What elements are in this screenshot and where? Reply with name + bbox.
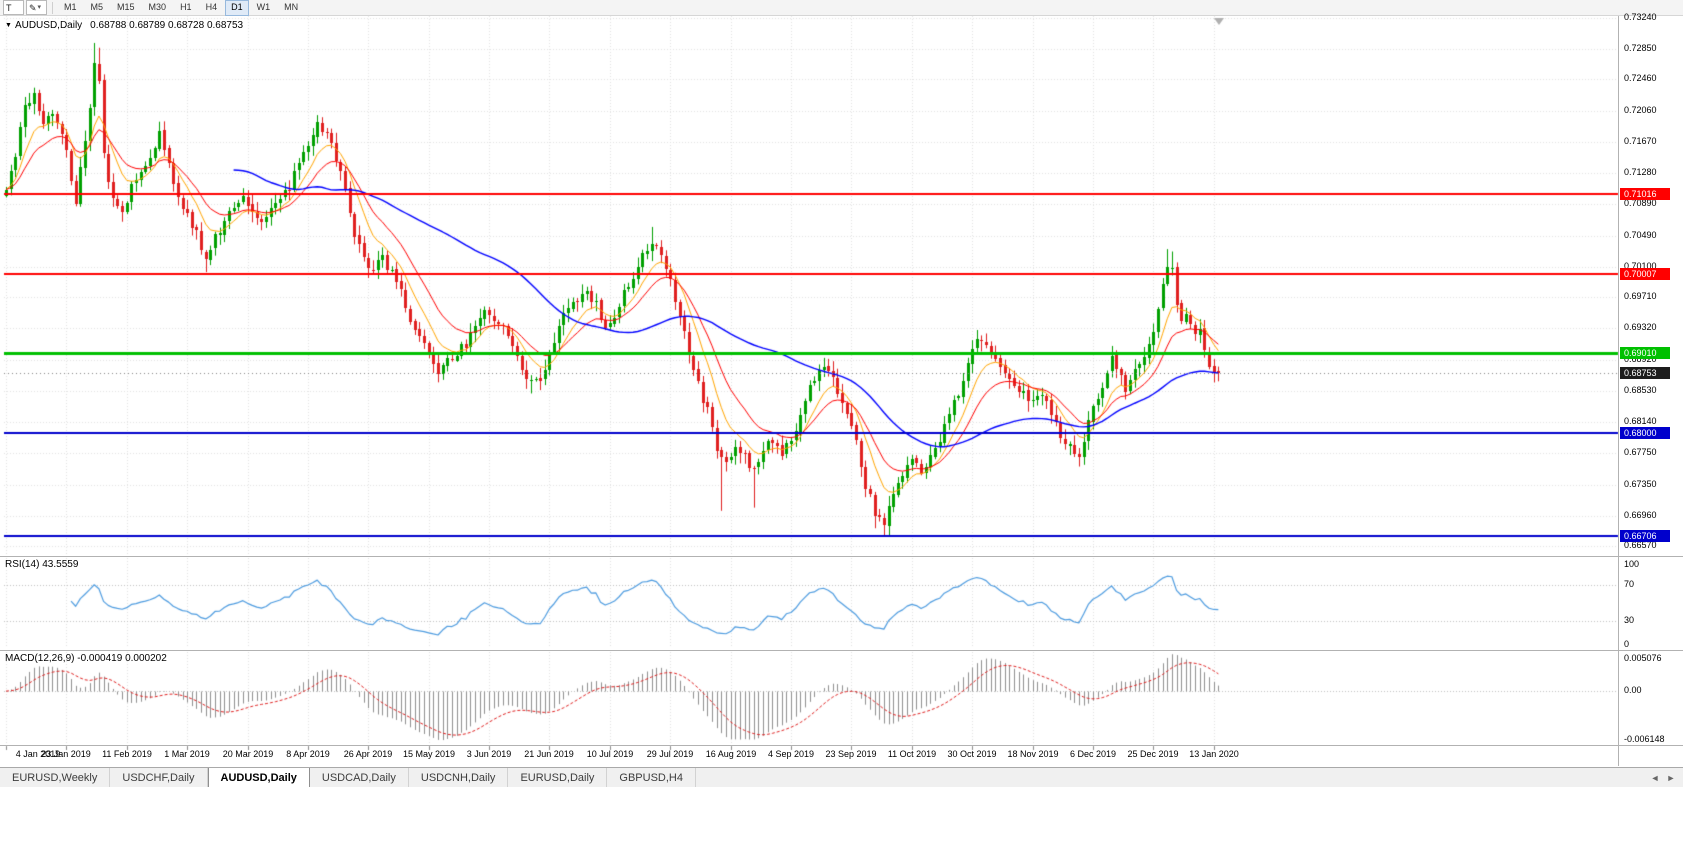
time-axis-label: 20 Mar 2019 (222, 749, 274, 759)
time-axis-label: 18 Nov 2019 (1007, 749, 1059, 759)
text-tool-button[interactable]: T (3, 0, 24, 15)
pencil-icon: ✎ (29, 2, 37, 13)
chart-ohlc-header: ▼ AUDUSD,Daily 0.68788 0.68789 0.68728 0.6… (5, 20, 243, 31)
time-axis-label: 10 Jul 2019 (586, 749, 634, 759)
timeframe-button-H1[interactable]: H1 (180, 1, 192, 12)
price-axis-label: 0.66960 (1624, 510, 1657, 520)
toolbar: T ✎ ▾ M1 M5 M15 M30 H1 H4 D1 W1 MN (0, 0, 1683, 16)
timeframe-button-MN[interactable]: MN (284, 1, 299, 12)
time-axis-label: 30 Oct 2019 (947, 749, 997, 759)
chart-ohlc-values: 0.68788 0.68789 0.68728 0.68753 (90, 20, 244, 31)
price-axis-label: 0.71670 (1624, 136, 1657, 146)
draw-tool-button[interactable]: ✎ ▾ (26, 0, 47, 15)
chart-tab-audusd-daily[interactable]: AUDUSD,Daily (207, 768, 310, 787)
hline-price-badge: 0.66706 (1620, 530, 1670, 542)
price-axis-label: 0.72060 (1624, 105, 1657, 115)
price-axis-label: 0.71280 (1624, 167, 1657, 177)
time-axis-label: 4 Jan 2019 (15, 749, 61, 759)
price-axis-label: 0.67350 (1624, 479, 1657, 489)
time-axis-label: 3 Jun 2019 (466, 749, 512, 759)
price-axis-label: 0.70890 (1624, 198, 1657, 208)
time-axis-label: 13 Jan 2020 (1189, 749, 1239, 759)
timeframe-button-H4[interactable]: H4 (205, 1, 218, 12)
chart-menu-icon: ▼ (5, 22, 12, 29)
hline-price-badge: 0.70007 (1620, 268, 1670, 280)
macd-axis-label: -0.006148 (1624, 734, 1665, 744)
price-axis-border (1618, 16, 1619, 766)
price-axis-label: 0.66570 (1624, 540, 1657, 550)
tab-scroll-arrows: ◄ ► (1647, 768, 1683, 787)
macd-axis-label: 0.00 (1624, 685, 1642, 695)
chart-tab-gbpusd-h4[interactable]: GBPUSD,H4 (607, 768, 696, 787)
price-axis-label: 0.69320 (1624, 322, 1657, 332)
hline-price-badge: 0.68000 (1620, 427, 1670, 439)
time-axis-label: 11 Oct 2019 (887, 749, 937, 759)
price-axis-label: 0.73240 (1624, 12, 1657, 22)
price-axis-label: 0.68920 (1624, 354, 1657, 364)
chart-canvas[interactable] (0, 0, 1683, 767)
rsi-indicator-label: RSI(14) 43.5559 (5, 559, 79, 570)
chart-tab-usdchf-daily[interactable]: USDCHF,Daily (110, 768, 208, 787)
rsi-axis-label: 0 (1624, 639, 1630, 649)
panel-separator-macd-timeaxis (0, 745, 1683, 746)
time-axis-label: 6 Dec 2019 (1069, 749, 1117, 759)
time-axis-label: 29 Jul 2019 (646, 749, 694, 759)
price-axis-label: 0.72850 (1624, 43, 1657, 53)
timeframe-button-D1[interactable]: D1 (225, 0, 249, 16)
timeframe-button-M1[interactable]: M1 (64, 1, 77, 12)
time-axis-label: 16 Aug 2019 (705, 749, 757, 759)
chart-symbol-label: AUDUSD,Daily (14, 20, 83, 31)
chart-tabs-bar: EURUSD,Weekly USDCHF,Daily AUDUSD,Daily USD… (0, 767, 1683, 787)
time-axis-label: 26 Apr 2019 (343, 749, 393, 759)
time-axis-label: 21 Jun 2019 (524, 749, 574, 759)
price-axis-label: 0.67750 (1624, 447, 1657, 457)
chart-tab-usdcad-daily[interactable]: USDCAD,Daily (310, 768, 409, 787)
macd-indicator-label: MACD(12,26,9) -0.000419 0.000202 (5, 653, 167, 664)
toolbar-separator (52, 1, 53, 14)
chart-tab-eurusd-daily[interactable]: EURUSD,Daily (508, 768, 608, 787)
time-axis-label: 15 May 2019 (402, 749, 456, 759)
rsi-axis-label: 30 (1624, 615, 1635, 625)
time-axis-label: 8 Apr 2019 (286, 749, 330, 759)
chart-tab-usdcnh-daily[interactable]: USDCNH,Daily (409, 768, 509, 787)
dropdown-arrow-icon: ▾ (37, 3, 42, 11)
price-axis-label: 0.68140 (1624, 416, 1657, 426)
timeframe-button-M15[interactable]: M15 (117, 1, 135, 12)
time-axis-label: 1 Mar 2019 (164, 749, 210, 759)
rsi-axis-label: 100 (1624, 559, 1640, 569)
time-axis-label: 25 Dec 2019 (1127, 749, 1179, 759)
price-axis-label: 0.72460 (1624, 73, 1657, 83)
macd-axis-label: 0.005076 (1624, 653, 1662, 663)
timeframe-button-W1[interactable]: W1 (256, 1, 271, 12)
hline-price-badge: 0.71016 (1620, 188, 1670, 200)
tab-scroll-left-icon[interactable]: ◄ (1650, 772, 1660, 783)
panel-separator-main-rsi[interactable] (0, 556, 1683, 557)
rsi-axis-label: 70 (1624, 579, 1635, 589)
timeframe-buttons: M1 M5 M15 M30 H1 H4 D1 W1 MN (57, 0, 305, 16)
chart-tab-eurusd-weekly[interactable]: EURUSD,Weekly (0, 768, 111, 787)
time-axis-label: 4 Sep 2019 (767, 749, 815, 759)
timeframe-button-M5[interactable]: M5 (90, 1, 104, 12)
current-price-badge: 0.68753 (1620, 367, 1670, 379)
hline-price-badge: 0.69010 (1620, 347, 1670, 359)
panel-separator-rsi-macd[interactable] (0, 650, 1683, 651)
price-axis-label: 0.68530 (1624, 385, 1657, 395)
time-axis-label: 23 Sep 2019 (825, 749, 877, 759)
timeframe-button-M30[interactable]: M30 (148, 1, 167, 12)
price-axis-label: 0.70490 (1624, 230, 1657, 240)
time-axis-label: 23 Jan 2019 (41, 749, 91, 759)
price-axis-label: 0.69710 (1624, 291, 1657, 301)
tab-scroll-right-icon[interactable]: ► (1666, 772, 1676, 783)
time-axis-label: 11 Feb 2019 (102, 749, 152, 759)
price-axis-label: 0.70100 (1624, 261, 1657, 271)
text-tool-label: T (6, 2, 12, 13)
